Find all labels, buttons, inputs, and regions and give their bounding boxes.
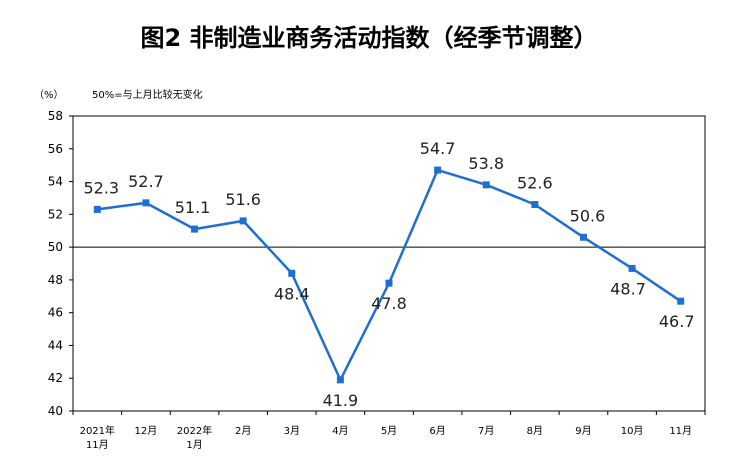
x-tick-label: 11月	[669, 425, 692, 437]
x-tick-label: 6月	[429, 425, 445, 437]
x-tick-label: 7月	[478, 425, 494, 437]
data-label: 51.1	[175, 198, 211, 217]
data-label: 47.8	[371, 294, 407, 313]
y-tick-label: 50	[48, 240, 63, 254]
y-tick-label: 42	[48, 371, 63, 385]
data-point-marker	[93, 205, 101, 213]
y-tick-label: 44	[48, 338, 63, 352]
y-tick-label: 40	[48, 404, 63, 418]
x-axis: 2021年 11月 12月 2022年 1月 2月 3月 4月 5月 6月 7月 8月 9月 10月 11月	[72, 411, 706, 451]
data-point-marker	[288, 269, 296, 277]
x-tick-label: 12月	[135, 425, 158, 437]
data-point-marker	[482, 181, 490, 189]
data-point-marker	[434, 166, 442, 174]
y-unit-label: （%）	[34, 89, 64, 101]
x-tick-label: 5月	[381, 425, 397, 437]
x-tick-label: 3月	[284, 425, 300, 437]
x-tick-label: 2021年 11月	[80, 424, 115, 451]
y-tick-label: 54	[48, 175, 63, 189]
data-label: 53.8	[468, 154, 504, 173]
chart-title: 图2 非制造业商务活动指数（经季节调整）	[140, 24, 597, 52]
x-tick-label: 9月	[575, 425, 591, 437]
data-point-marker	[142, 199, 150, 207]
y-tick-label: 48	[48, 273, 63, 287]
data-label: 41.9	[323, 391, 359, 410]
data-label: 51.6	[225, 190, 261, 209]
data-point-marker	[336, 376, 344, 384]
series-line-group	[93, 166, 685, 384]
data-point-marker	[239, 217, 247, 225]
data-labels: 52.3 52.7 51.1 51.6 48.4 41.9 47.8 54.7 53.8 52.6…	[83, 139, 694, 410]
data-label: 54.7	[420, 139, 456, 158]
data-label: 52.6	[517, 174, 553, 193]
data-label: 48.7	[610, 279, 646, 298]
data-point-marker	[579, 233, 587, 241]
y-axis: 40 42 44 46 48 50 52 54 56 58	[48, 109, 73, 418]
data-point-marker	[628, 264, 636, 272]
x-tick-label: 2022年 1月	[177, 424, 212, 451]
data-point-marker	[385, 279, 393, 287]
data-label: 52.3	[83, 178, 119, 197]
data-point-marker	[191, 225, 199, 233]
x-tick-label: 10月	[621, 425, 644, 437]
x-tick-label: 4月	[332, 425, 348, 437]
x-tick-label: 2月	[235, 425, 251, 437]
data-label: 52.7	[128, 172, 164, 191]
plot-area-frame	[72, 115, 706, 412]
chart-note: 50%=与上月比较无变化	[92, 88, 203, 101]
data-label: 50.6	[570, 206, 606, 225]
y-tick-label: 52	[48, 207, 63, 221]
y-tick-label: 46	[48, 306, 63, 320]
data-label: 46.7	[659, 312, 695, 331]
data-point-marker	[677, 297, 685, 305]
x-tick-label: 8月	[527, 425, 543, 437]
y-tick-label: 56	[48, 142, 63, 156]
data-label: 48.4	[274, 284, 310, 303]
data-point-marker	[531, 201, 539, 208]
y-tick-label: 58	[48, 109, 63, 123]
